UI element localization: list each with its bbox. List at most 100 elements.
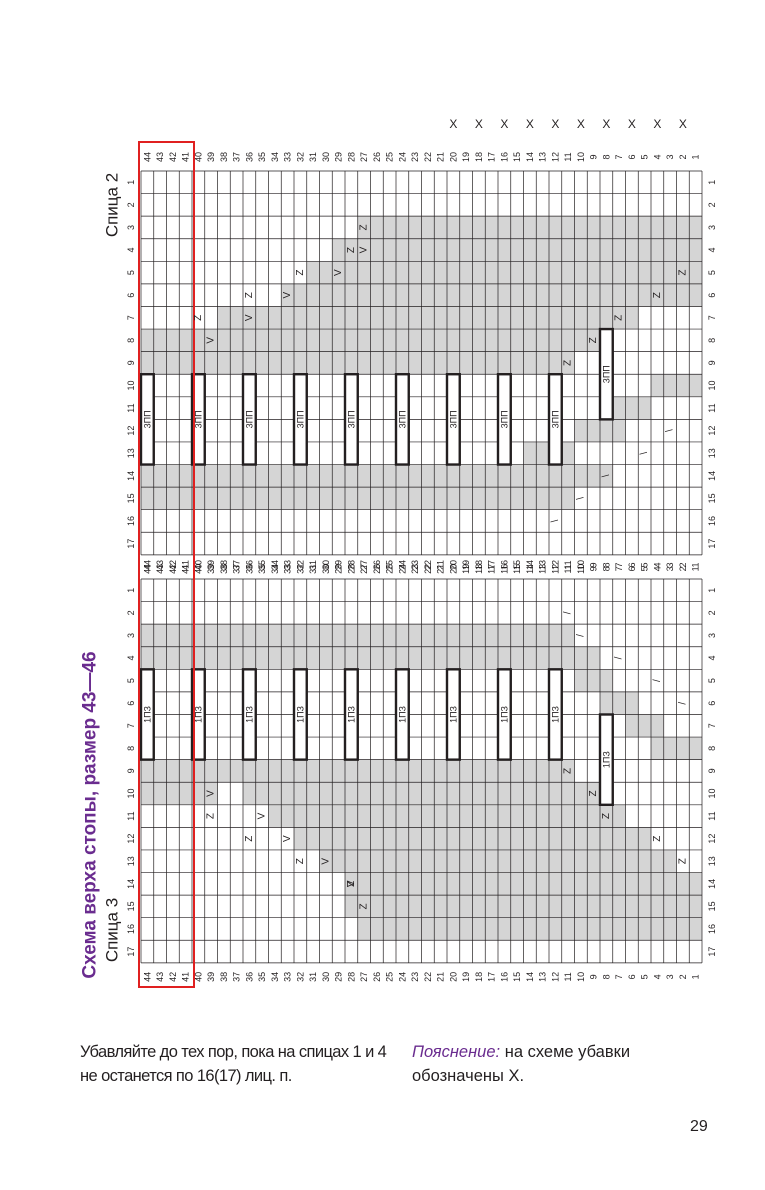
row-number: 21 — [436, 152, 446, 162]
column-label: 12 — [707, 834, 717, 844]
row-number: 15 — [512, 152, 522, 162]
row-number: 43 — [155, 564, 165, 574]
cable-label: 1ПЗ — [448, 706, 458, 723]
row-number: 36 — [244, 152, 254, 162]
row-number: 20 — [448, 560, 458, 570]
cable-label: 1ПЗ — [142, 706, 152, 723]
cable-box — [496, 668, 512, 761]
row-number: 32 — [295, 560, 305, 570]
row-number: 28 — [346, 152, 356, 162]
column-label: 3 — [126, 633, 136, 638]
cable-box — [139, 373, 155, 466]
column-label: 4 — [707, 248, 717, 253]
stitch-symbol: Z — [563, 360, 574, 366]
row-number: 17 — [487, 564, 497, 574]
row-number: 6 — [627, 566, 637, 571]
row-number: 41 — [181, 152, 191, 162]
row-number: 23 — [410, 972, 420, 982]
row-number: 13 — [538, 564, 548, 574]
cable-box — [343, 373, 359, 466]
row-number: 7 — [614, 566, 624, 571]
row-number: 7 — [614, 154, 624, 159]
row-number: 25 — [385, 560, 395, 570]
stitch-symbol: \ — [639, 452, 650, 455]
row-number: 41 — [181, 560, 191, 570]
row-number: 44 — [142, 152, 152, 162]
row-number: 25 — [385, 564, 395, 574]
row-number: 12 — [550, 152, 560, 162]
column-label: 8 — [707, 338, 717, 343]
column-label: 9 — [126, 768, 136, 773]
column-label: 9 — [126, 360, 136, 365]
column-label: 9 — [707, 768, 717, 773]
row-number: 42 — [168, 152, 178, 162]
column-label: 5 — [707, 678, 717, 683]
column-label: 16 — [126, 516, 136, 526]
row-number: 10 — [576, 564, 586, 574]
shaded-cell — [574, 669, 613, 692]
row-number: 9 — [589, 974, 599, 979]
row-number: 4 — [652, 974, 662, 979]
row-number: 36 — [244, 560, 254, 570]
row-number: 12 — [550, 560, 560, 570]
row-number: 42 — [168, 560, 178, 570]
row-number: 23 — [410, 564, 420, 574]
column-label: 14 — [126, 879, 136, 889]
shaded-cell — [306, 261, 702, 284]
column-label: 16 — [707, 516, 717, 526]
cable-label: 3ПП — [295, 410, 305, 428]
row-number: 7 — [614, 562, 624, 567]
row-number: 5 — [640, 154, 650, 159]
row-number: 44 — [142, 560, 152, 570]
column-label: 8 — [707, 746, 717, 751]
cable-label: 1ПЗ — [346, 706, 356, 723]
row-number: 27 — [359, 972, 369, 982]
row-number: 37 — [232, 152, 242, 162]
column-label: 1 — [126, 588, 136, 593]
shaded-cell — [357, 917, 702, 941]
column-label: 16 — [707, 924, 717, 934]
stitch-symbol: Z — [346, 247, 357, 253]
cable-box — [445, 373, 461, 466]
column-label: 1 — [707, 180, 717, 185]
stitch-symbol: \ — [665, 429, 676, 432]
column-label: 15 — [707, 493, 717, 503]
row-number: 4 — [652, 566, 662, 571]
cable-box — [241, 668, 257, 761]
row-number: 31 — [308, 564, 318, 574]
column-label: 7 — [126, 315, 136, 320]
row-number: 26 — [372, 152, 382, 162]
row-number: 32 — [295, 152, 305, 162]
column-label: 10 — [707, 789, 717, 799]
row-number: 3 — [665, 566, 675, 571]
row-number: 4 — [652, 562, 662, 567]
row-number: 2 — [678, 154, 688, 159]
cable-label: 3ПП — [397, 410, 407, 428]
column-label: 14 — [707, 471, 717, 481]
row-number: 41 — [181, 564, 191, 574]
row-number: 13 — [538, 972, 548, 982]
row-number: 35 — [257, 972, 267, 982]
row-number: 23 — [410, 152, 420, 162]
column-label: 11 — [126, 811, 136, 820]
shaded-cell — [332, 238, 702, 262]
row-number: 26 — [372, 560, 382, 570]
column-label: 17 — [126, 947, 136, 957]
cable-box — [598, 327, 614, 421]
decrease-marker: X — [679, 117, 687, 131]
column-label: 15 — [707, 901, 717, 911]
row-number: 19 — [461, 560, 471, 570]
row-number: 16 — [499, 564, 509, 574]
row-number: 15 — [512, 972, 522, 982]
stitch-symbol: V — [346, 880, 357, 887]
stitch-symbol: \ — [550, 519, 561, 522]
cable-label: 3ПП — [499, 410, 509, 428]
shaded-cell — [141, 329, 613, 352]
row-number: 39 — [206, 560, 216, 570]
cable-label: 1ПЗ — [244, 706, 254, 723]
row-number: 43 — [155, 560, 165, 570]
row-number: 42 — [168, 972, 178, 982]
column-label: 7 — [126, 723, 136, 728]
column-label: 3 — [126, 225, 136, 230]
row-number: 42 — [168, 564, 178, 574]
